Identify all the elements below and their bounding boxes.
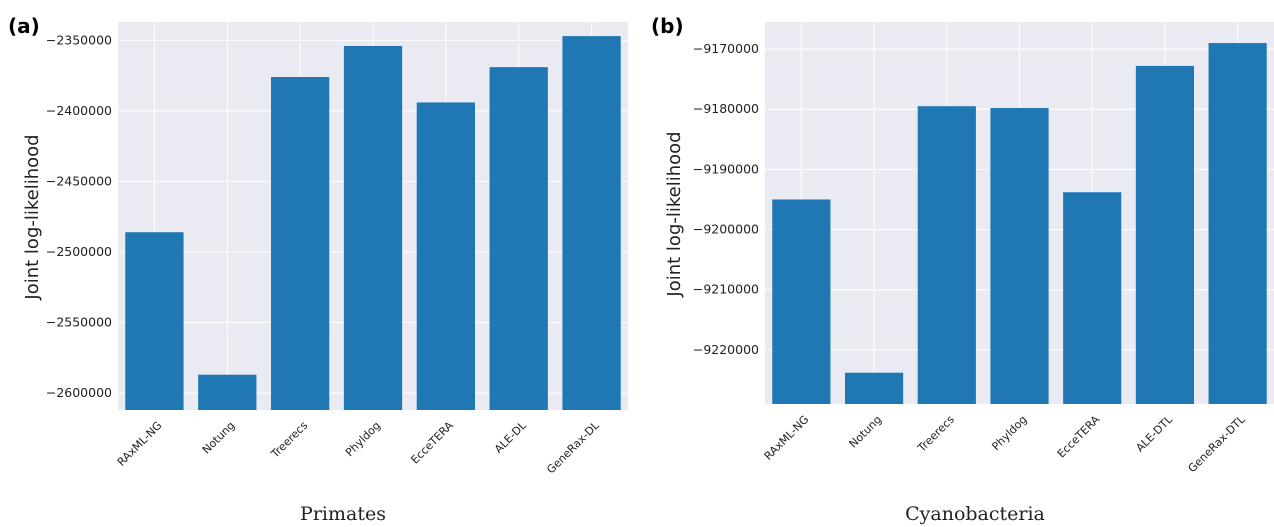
panel-b-xtick-label: Phyldog — [989, 413, 1029, 453]
panel-a-xtick-label: Phyldog — [343, 419, 383, 459]
panel-a-bar-raxml-ng — [125, 232, 184, 410]
panel-a-xtick-label: Notung — [200, 419, 238, 457]
panel-a-bar-eccetera — [416, 102, 475, 411]
panel-b-xtick-label: RAxML-NG — [762, 413, 812, 463]
panel-b-xtick-label: GeneRax-DTL — [1186, 412, 1249, 475]
panel-a-bar-phyldog — [343, 45, 403, 411]
panel-b-ytick-label: −9220000 — [693, 342, 759, 357]
panel-a-bar-ale-dl — [489, 67, 548, 410]
panel-a-xtick-label: Treerecs — [268, 419, 310, 461]
panel-a-xtick-label: GeneRax-DL — [544, 418, 602, 476]
panel-a-ytick-label: −2400000 — [46, 103, 112, 118]
panel-a-xtick-label: RAxML-NG — [115, 419, 165, 469]
panel-b-ytick-label: −9170000 — [693, 41, 759, 56]
panel-b-ytick-label: −9190000 — [693, 161, 759, 176]
panel-b-letter: (b) — [651, 14, 684, 38]
panel-b-caption: Cyanobacteria — [905, 503, 1045, 525]
panel-b-bar-raxml-ng — [772, 199, 831, 404]
panel-a-bar-generax-dl — [562, 36, 621, 410]
panel-b-plot: −9170000 −9180000 −9190000 −9200000 −9210000… — [693, 22, 1274, 475]
panel-a-caption: Primates — [300, 503, 386, 525]
panel-b-xtick-label: Notung — [847, 413, 885, 451]
panel-b-ytick-label: −9180000 — [693, 101, 759, 116]
panel-a-ytick-label: −2550000 — [46, 315, 112, 330]
panel-a-bar-notung — [198, 374, 257, 410]
panel-b-bar-notung — [844, 372, 904, 404]
panel-b-xtick-label: Treerecs — [915, 413, 957, 455]
panel-a-ytick-label: −2350000 — [46, 32, 112, 47]
panel-a-ytick-label: −2600000 — [46, 385, 112, 400]
panel-a-ytick-label: −2450000 — [46, 173, 112, 188]
panel-a-letter: (a) — [8, 14, 40, 38]
panel-b-ytick-label: −9200000 — [693, 222, 759, 237]
panel-b-ytick-label: −9210000 — [693, 282, 759, 297]
panel-a-xtick-label: EcceTERA — [408, 419, 456, 467]
panel-b-bar-generax-dtl — [1208, 43, 1267, 405]
panel-b-bar-phyldog — [990, 108, 1049, 404]
panel-a-bar-treerecs — [271, 77, 330, 410]
panel-b-ylabel: Joint log-likelihood — [664, 131, 685, 297]
panel-a-ylabel: Joint log-likelihood — [22, 134, 43, 300]
panel-a-xtick-label: ALE-DL — [492, 418, 530, 456]
panel-b-xtick-label: EcceTERA — [1055, 413, 1103, 461]
panel-b-bar-eccetera — [1063, 192, 1122, 404]
panel-a-plot: −2350000 −2400000 −2450000 −2500000 −2550000… — [46, 22, 628, 476]
panel-a-ytick-label: −2500000 — [46, 244, 112, 259]
panel-b-bar-treerecs — [917, 106, 976, 405]
panel-b-bar-ale-dtl — [1135, 65, 1195, 404]
panel-b-xtick-label: ALE-DTL — [1133, 412, 1175, 454]
